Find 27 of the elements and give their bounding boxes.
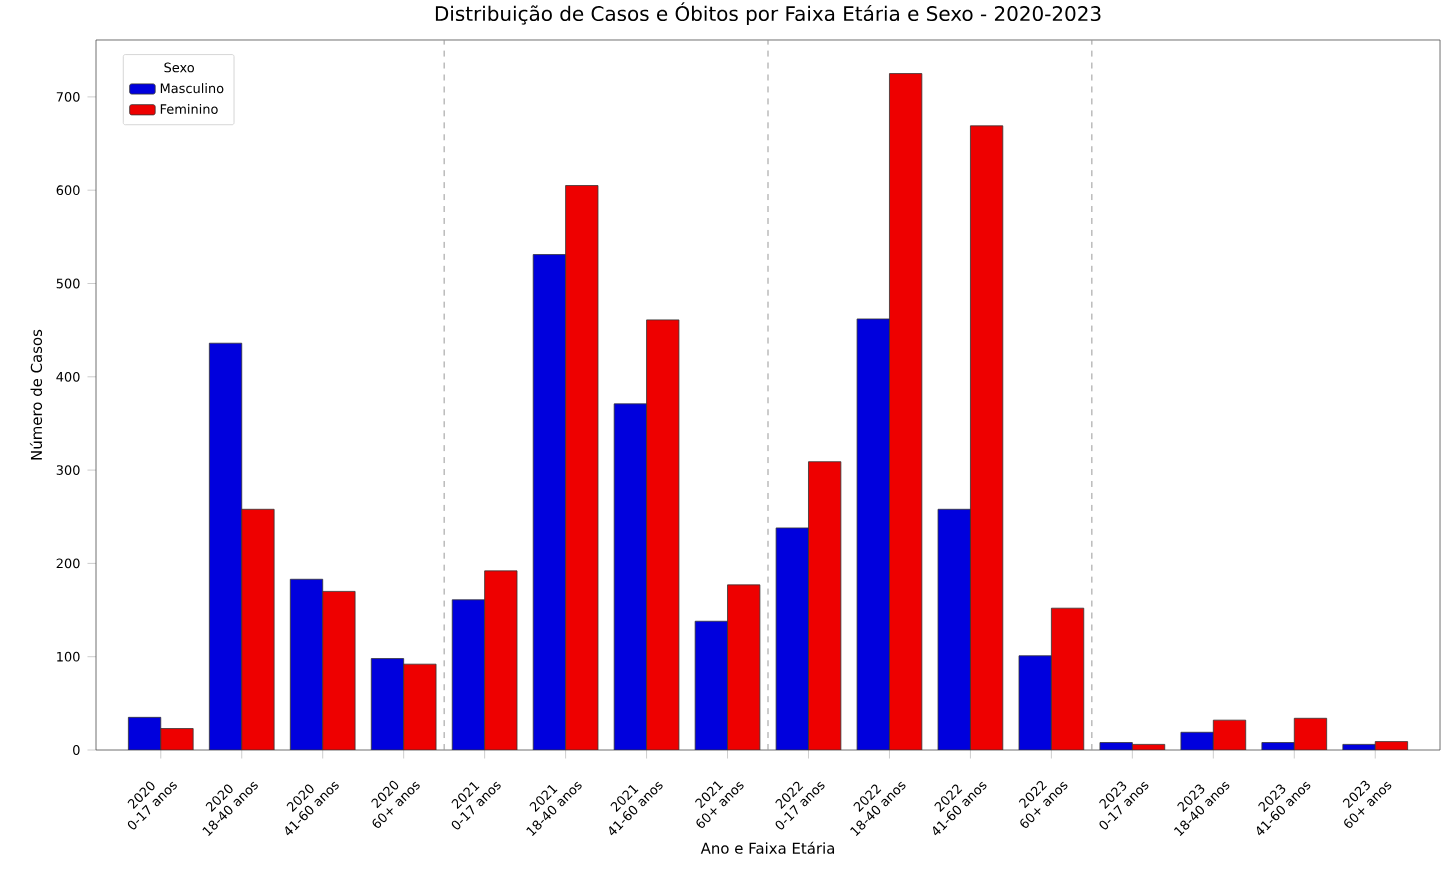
bar (322, 591, 356, 750)
bar (241, 509, 275, 750)
bar (1019, 655, 1052, 750)
bar (727, 584, 760, 750)
bar (290, 579, 323, 750)
bar (695, 621, 728, 750)
bar (646, 319, 679, 750)
bar (1294, 718, 1327, 750)
bar (1051, 608, 1084, 750)
bar (533, 254, 566, 750)
bar (776, 527, 809, 750)
bar (565, 185, 598, 750)
bar (403, 664, 437, 750)
bar (371, 658, 404, 750)
bar (452, 599, 485, 750)
bar (808, 461, 841, 750)
bar (1213, 720, 1246, 750)
bar (970, 125, 1003, 750)
bar (938, 509, 971, 750)
bar (614, 403, 647, 750)
bar (484, 570, 518, 750)
bar (128, 717, 161, 750)
bar (889, 73, 922, 750)
bar (160, 728, 194, 750)
chart-title: Distribuição de Casos e Óbitos por Faixa Etária e Sexo - 2020-2023 (435, 2, 1101, 25)
bar (209, 343, 242, 750)
bar (857, 318, 890, 750)
